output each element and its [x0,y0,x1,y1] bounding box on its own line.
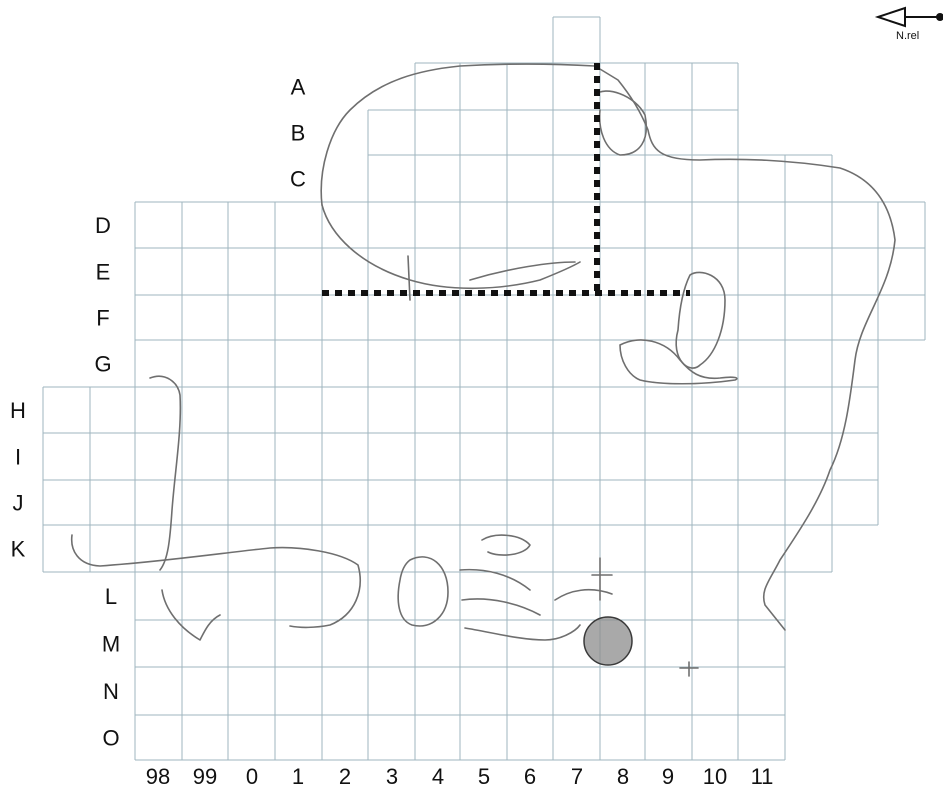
row-label: B [291,121,306,146]
grid-lines [42,16,926,761]
outline-g-feature [619,339,738,385]
outline-k-feature [481,534,531,556]
column-label: 10 [703,764,727,789]
north-arrow-label: N.rel [896,30,919,42]
outline-interior-stroke [469,261,576,281]
column-label: 1 [292,764,304,789]
row-label: M [102,632,120,657]
column-label: 6 [524,764,536,789]
outline-west-stub [407,255,411,301]
row-label: E [96,260,111,285]
row-label: J [13,491,24,516]
column-label: 11 [751,764,774,789]
outline-east-lobe [675,271,726,369]
row-label: I [15,445,21,470]
row-label: K [11,537,26,562]
column-label: 99 [193,764,217,789]
row-label: F [96,306,109,331]
outline-north-pit [320,63,896,631]
outline-inner-arc [321,204,581,290]
outline-l-lines [459,568,613,616]
column-label: 9 [662,764,674,789]
feature-circle [583,616,633,666]
row-label: O [102,726,119,751]
column-label: 2 [339,764,351,789]
outline-south-channel [464,624,581,641]
column-label: 4 [432,764,444,789]
north-arrow: N.rel [874,6,943,42]
outline-oval-feature [397,556,449,627]
column-labels: 98 99 0 1 2 3 4 5 6 7 8 9 10 11 [146,764,774,789]
row-label: H [10,398,26,423]
column-label: 5 [478,764,490,789]
column-label: 98 [146,764,170,789]
row-label: N [103,679,119,704]
section-lines [322,63,690,296]
row-label: C [290,167,306,192]
column-label: 0 [246,764,258,789]
column-label: 3 [386,764,398,789]
row-label: A [291,75,306,100]
row-label: L [105,584,117,609]
column-label: 8 [617,764,629,789]
row-label: D [95,213,111,238]
outline-cross-marker [591,557,699,677]
outline-sw-bay [161,589,221,641]
outline-south-wall [70,534,361,629]
row-label: G [94,352,111,377]
outline-west-wall [149,375,182,571]
column-label: 7 [571,764,583,789]
trench-outlines [70,63,896,677]
outline-west-bay [594,90,647,156]
